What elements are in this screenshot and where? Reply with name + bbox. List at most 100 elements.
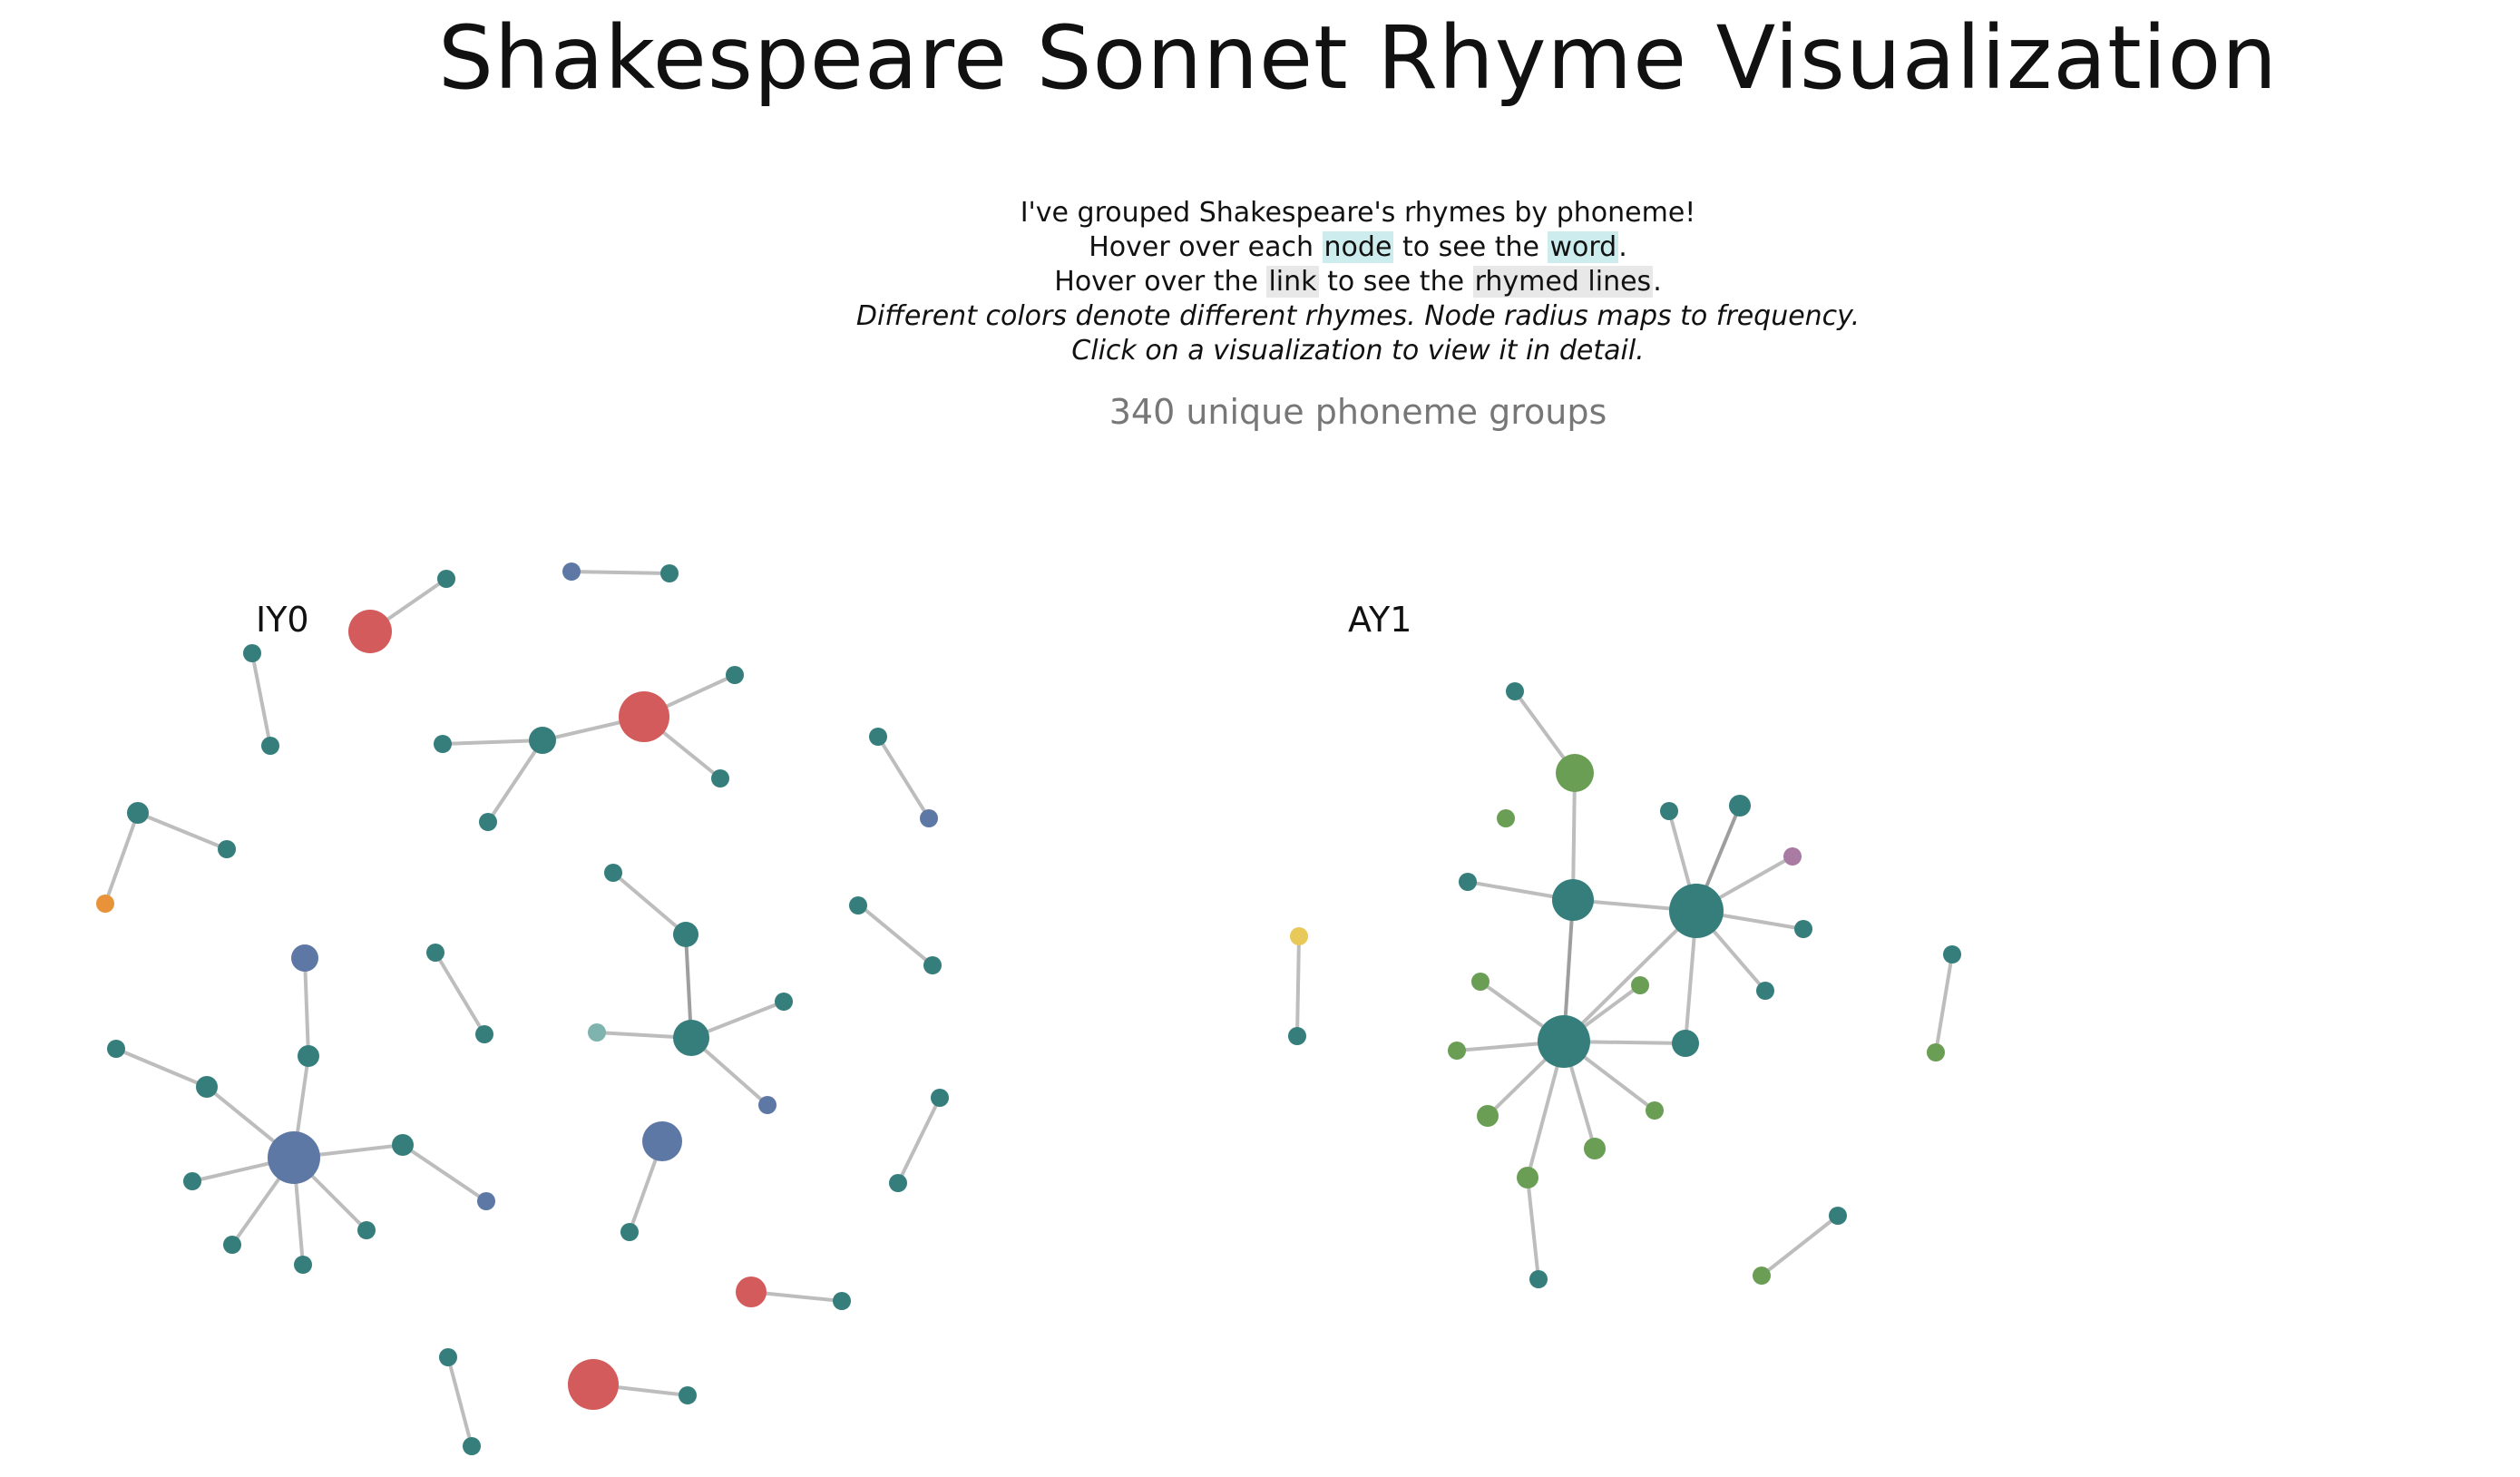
node[interactable]	[439, 1348, 457, 1366]
node[interactable]	[1829, 1207, 1847, 1225]
node[interactable]	[1497, 809, 1515, 827]
viz-panel-iy0-area[interactable]	[73, 535, 1034, 1477]
node[interactable]	[1729, 795, 1751, 817]
link[interactable]	[1934, 954, 1954, 1053]
link[interactable]	[137, 811, 228, 851]
node[interactable]	[529, 727, 556, 754]
link[interactable]	[1295, 935, 1301, 1037]
node[interactable]	[833, 1292, 851, 1310]
node[interactable]	[1646, 1101, 1664, 1120]
link[interactable]	[442, 738, 543, 746]
node[interactable]	[107, 1040, 125, 1058]
node[interactable]	[1552, 879, 1594, 921]
node[interactable]	[261, 737, 279, 755]
node[interactable]	[775, 993, 793, 1011]
node[interactable]	[223, 1236, 241, 1254]
node[interactable]	[463, 1437, 481, 1455]
node[interactable]	[218, 840, 236, 858]
node[interactable]	[183, 1172, 201, 1190]
node[interactable]	[889, 1174, 907, 1192]
viz-panel-ay1-area[interactable]	[1270, 581, 2014, 1306]
link[interactable]	[1526, 1177, 1540, 1280]
link[interactable]	[434, 951, 486, 1036]
node[interactable]	[1477, 1105, 1499, 1127]
node[interactable]	[1943, 945, 1961, 963]
node[interactable]	[294, 1256, 312, 1274]
node[interactable]	[298, 1045, 319, 1067]
node[interactable]	[923, 956, 942, 974]
node[interactable]	[620, 1223, 639, 1241]
node[interactable]	[1538, 1015, 1590, 1068]
node[interactable]	[920, 809, 938, 827]
node[interactable]	[679, 1386, 697, 1404]
node[interactable]	[357, 1221, 376, 1239]
node[interactable]	[268, 1131, 320, 1184]
node[interactable]	[1669, 884, 1724, 938]
node[interactable]	[604, 864, 622, 882]
node[interactable]	[1448, 1042, 1466, 1060]
node[interactable]	[588, 1023, 606, 1042]
node[interactable]	[1506, 682, 1524, 700]
node[interactable]	[434, 735, 452, 753]
node[interactable]	[437, 570, 455, 588]
node[interactable]	[1753, 1267, 1771, 1285]
node[interactable]	[348, 610, 392, 653]
link[interactable]	[486, 738, 544, 824]
link[interactable]	[1571, 772, 1577, 901]
node[interactable]	[1672, 1030, 1699, 1057]
node[interactable]	[1290, 927, 1308, 945]
node[interactable]	[1783, 847, 1802, 866]
link[interactable]	[103, 812, 140, 905]
node[interactable]	[673, 922, 698, 947]
node[interactable]	[392, 1134, 414, 1156]
node[interactable]	[619, 691, 669, 742]
node[interactable]	[196, 1076, 218, 1098]
link[interactable]	[858, 904, 934, 967]
node[interactable]	[479, 813, 497, 831]
node[interactable]	[1556, 754, 1594, 792]
node[interactable]	[660, 564, 679, 582]
link[interactable]	[876, 735, 931, 820]
viz-panel-ay1[interactable]: AY1	[1270, 581, 2014, 1306]
node[interactable]	[475, 1025, 493, 1043]
node[interactable]	[1631, 976, 1649, 994]
node[interactable]	[1584, 1138, 1606, 1159]
link[interactable]	[446, 1356, 474, 1447]
node[interactable]	[243, 644, 261, 662]
node[interactable]	[711, 769, 729, 787]
node[interactable]	[1517, 1167, 1538, 1188]
node[interactable]	[1471, 973, 1490, 991]
node[interactable]	[127, 802, 149, 824]
node[interactable]	[869, 728, 887, 746]
link[interactable]	[611, 871, 688, 936]
node[interactable]	[1794, 920, 1812, 938]
node[interactable]	[1529, 1270, 1548, 1288]
link[interactable]	[571, 570, 670, 575]
link[interactable]	[1760, 1214, 1840, 1277]
node[interactable]	[1288, 1027, 1306, 1045]
node[interactable]	[642, 1121, 682, 1161]
node[interactable]	[931, 1089, 949, 1107]
node[interactable]	[726, 666, 744, 684]
node[interactable]	[849, 896, 867, 915]
link[interactable]	[401, 1143, 488, 1203]
node[interactable]	[477, 1192, 495, 1210]
node[interactable]	[96, 895, 114, 913]
node[interactable]	[291, 944, 318, 972]
link[interactable]	[1562, 909, 1698, 1043]
node[interactable]	[1459, 873, 1477, 891]
node[interactable]	[1927, 1043, 1945, 1061]
node[interactable]	[736, 1276, 767, 1307]
node[interactable]	[1756, 982, 1774, 1000]
viz-panel-iy0[interactable]: IY0	[73, 535, 1034, 1477]
link[interactable]	[303, 957, 310, 1057]
node[interactable]	[426, 944, 444, 962]
link[interactable]	[250, 652, 272, 747]
link[interactable]	[896, 1097, 942, 1184]
link[interactable]	[115, 1047, 208, 1089]
node[interactable]	[568, 1359, 619, 1410]
node[interactable]	[1660, 802, 1678, 820]
node[interactable]	[562, 562, 581, 581]
node[interactable]	[758, 1096, 777, 1114]
node[interactable]	[673, 1020, 709, 1056]
